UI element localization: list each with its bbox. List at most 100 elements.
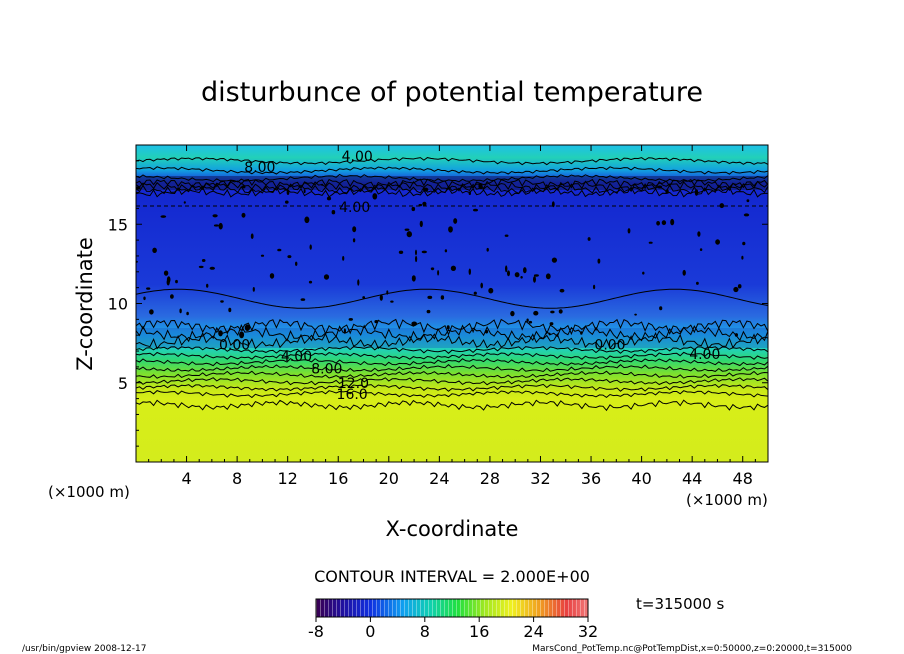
contour-cell (136, 186, 141, 190)
contour-cell (244, 324, 251, 332)
contour-cell (507, 270, 510, 277)
contour-cell (143, 296, 146, 301)
contour-cell (453, 218, 458, 224)
x-tick-label: 44 (682, 469, 702, 488)
contour-cell (648, 241, 653, 244)
contour-line (136, 377, 768, 386)
contour-cell (218, 222, 223, 230)
contour-cell (309, 244, 312, 250)
contour-cell (404, 228, 410, 231)
y-tick-label: 15 (108, 215, 128, 234)
contour-cell (510, 310, 515, 317)
contour-cell (446, 325, 450, 330)
contour-cell (179, 308, 182, 314)
contour-field (136, 145, 768, 462)
contour-cell (697, 231, 701, 237)
contour-cell (549, 322, 554, 326)
contour-cell (634, 313, 637, 316)
contour-cell (287, 255, 292, 259)
contour-line (136, 157, 768, 166)
contour-cell (734, 333, 739, 337)
colorbar-tick-label: -8 (308, 622, 324, 641)
contour-cell (411, 321, 418, 327)
contour-cell (183, 201, 186, 204)
contour-cell (323, 274, 330, 280)
contour-line (136, 364, 768, 373)
x-unit-left: (×1000 m) (48, 483, 130, 501)
contour-line (136, 399, 768, 412)
contour-label: 16.0 (337, 387, 368, 403)
y-tick-label: 5 (118, 374, 128, 393)
contour-cell (486, 247, 489, 252)
contour-cell (357, 279, 360, 286)
contour-cell (423, 187, 429, 192)
contour-cell (696, 281, 699, 285)
contour-cell (505, 265, 508, 273)
x-tick-label: 32 (530, 469, 550, 488)
contour-cell (163, 270, 169, 276)
x-axis-label: X-coordinate (386, 517, 519, 541)
contour-cell (149, 309, 154, 315)
contour-line (136, 383, 768, 392)
footer-right: MarsCond_PotTemp.nc@PotTempDist,x=0:5000… (532, 644, 852, 654)
contour-cell (551, 257, 558, 263)
contour-cell (152, 247, 157, 253)
contour-label: 4.00 (339, 200, 370, 216)
contour-cell (241, 212, 246, 218)
x-tick-label: 20 (379, 469, 399, 488)
contour-cell (326, 196, 332, 201)
contour-cell (415, 255, 418, 263)
contour-cell (468, 268, 471, 275)
contour-cell (421, 250, 427, 254)
contour-label: 8.00 (311, 361, 342, 377)
x-tick-label: 24 (429, 469, 449, 488)
contour-cell (670, 218, 675, 226)
contour-cell (426, 309, 431, 314)
contour-label: 4.00 (281, 349, 312, 365)
contour-line (136, 186, 768, 198)
contour-cell (348, 318, 353, 321)
contour-cell (239, 331, 245, 339)
y-axis: 5 10 15 (108, 160, 768, 447)
contour-cell (656, 221, 660, 226)
contour-noise (136, 183, 750, 339)
contour-cell (659, 306, 663, 311)
contour-line (136, 331, 768, 350)
lower-transition-band (136, 328, 768, 348)
contour-cell (427, 295, 433, 299)
colorbar-tick-label: 8 (420, 622, 430, 641)
contour-cell (241, 185, 246, 189)
contour-cell (286, 189, 290, 195)
contour-cell (523, 267, 527, 274)
contour-cell (699, 248, 703, 252)
colorbar-tick-label: 0 (365, 622, 375, 641)
contour-line (136, 173, 768, 183)
contour-cell (743, 213, 750, 217)
contour-cell (558, 309, 563, 314)
contour-line (136, 390, 768, 399)
contour-cell (303, 189, 306, 194)
contour-cell (406, 231, 412, 238)
contour-cell (587, 237, 591, 241)
footer-left: /usr/bin/gpview 2008-12-17 (22, 644, 146, 654)
contour-line (136, 357, 768, 367)
contour-cell (657, 185, 663, 189)
contour-cell (308, 280, 313, 284)
contour-cell (285, 200, 289, 204)
contour-cell (386, 290, 389, 295)
contour-line (136, 288, 768, 309)
colorbar-tick-label: 32 (578, 622, 598, 641)
contour-cell (533, 276, 536, 283)
chart-title: disturbunce of potential temperature (201, 77, 703, 108)
contour-cell (473, 208, 478, 212)
contour-cell (661, 220, 667, 226)
contour-cell (415, 249, 417, 256)
contour-cell (343, 328, 346, 334)
contour-cell (484, 329, 489, 334)
contour-cell (504, 234, 509, 237)
contour-cell (440, 295, 445, 300)
x-axis: 4 8 12 16 20 24 28 32 36 40 44 48 (148, 145, 756, 488)
contour-cell (533, 274, 539, 277)
contour-cell (514, 272, 520, 278)
contour-cell (220, 300, 224, 303)
